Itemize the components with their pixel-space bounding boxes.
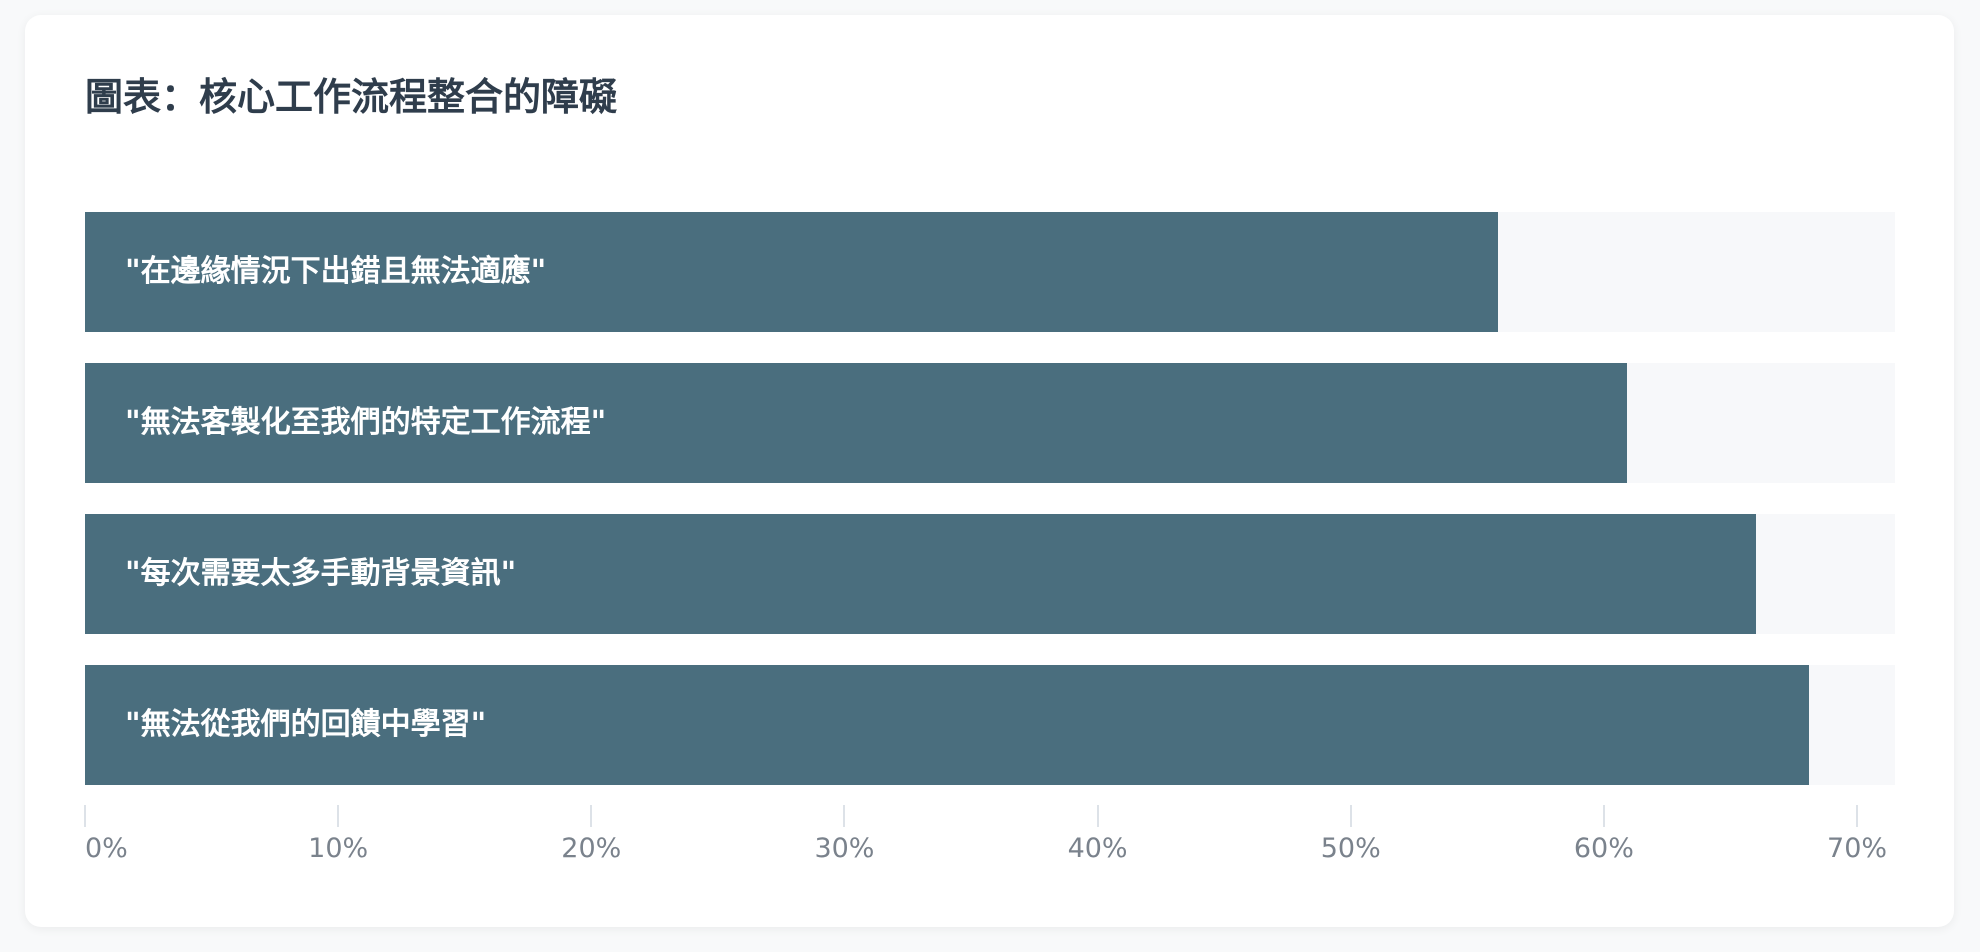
bar-row: "在邊緣情況下出錯且無法適應" (85, 212, 1895, 332)
x-axis-tick (590, 805, 593, 827)
x-axis-tick (1856, 805, 1859, 827)
bar (85, 212, 1498, 332)
bar-row: "無法從我們的回饋中學習" (85, 665, 1895, 785)
x-axis-tick (1096, 805, 1099, 827)
bar-label: "無法從我們的回饋中學習" (125, 707, 487, 742)
x-axis-tick (84, 805, 86, 827)
x-axis-tick-label: 10% (308, 833, 369, 864)
bar (85, 514, 1756, 634)
x-axis-tick (843, 805, 846, 827)
x-axis-tick-label: 40% (1067, 833, 1128, 864)
bar-label: "每次需要太多手動背景資訊" (125, 556, 517, 591)
bar-label: "無法客製化至我們的特定工作流程" (125, 405, 607, 440)
x-axis-tick (1602, 805, 1605, 827)
x-axis-tick-label: 0% (85, 833, 128, 864)
bar (85, 363, 1627, 483)
bar (85, 665, 1809, 785)
chart-title: 圖表：核心工作流程整合的障礙 (85, 75, 618, 119)
chart-card: 圖表：核心工作流程整合的障礙 "在邊緣情況下出錯且無法適應" "無法客製化至我們的… (25, 15, 1954, 927)
bar-row: "無法客製化至我們的特定工作流程" (85, 363, 1895, 483)
x-axis-tick (337, 805, 340, 827)
x-axis-tick-label: 60% (1573, 833, 1634, 864)
x-axis-tick-label: 50% (1320, 833, 1381, 864)
x-axis-tick-label: 20% (561, 833, 622, 864)
bar-label: "在邊緣情況下出錯且無法適應" (125, 254, 547, 289)
x-axis-tick (1349, 805, 1352, 827)
x-axis-tick-label: 70% (1827, 833, 1888, 864)
x-axis-tick-label: 30% (814, 833, 875, 864)
bar-row: "每次需要太多手動背景資訊" (85, 514, 1895, 634)
